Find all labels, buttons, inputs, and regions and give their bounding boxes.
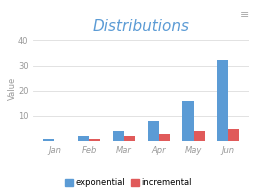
Bar xyxy=(113,131,124,141)
Bar xyxy=(217,61,228,141)
Legend: exponential, incremental: exponential, incremental xyxy=(62,175,195,191)
Bar xyxy=(43,139,54,141)
Y-axis label: Value: Value xyxy=(7,77,16,100)
Bar xyxy=(78,136,89,141)
Bar xyxy=(89,139,100,141)
Bar xyxy=(159,133,170,141)
Bar xyxy=(182,101,194,141)
Text: ≡: ≡ xyxy=(240,10,249,20)
Bar xyxy=(194,131,205,141)
Title: Distributions: Distributions xyxy=(93,19,190,34)
Bar xyxy=(124,136,135,141)
Bar xyxy=(228,129,240,141)
Bar xyxy=(148,121,159,141)
